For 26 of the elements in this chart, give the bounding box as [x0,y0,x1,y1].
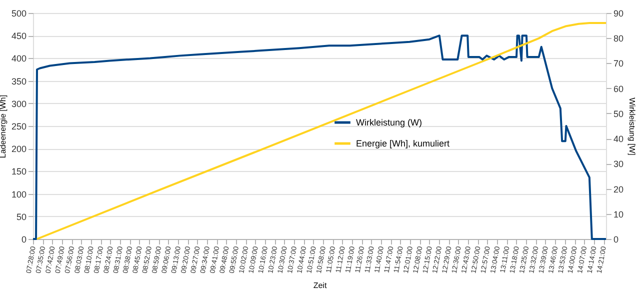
y-tick-label: 200 [11,144,26,154]
y2-tick-label: 0 [614,234,619,244]
y-tick-label: 350 [11,76,26,86]
y-tick-label: 100 [11,189,26,200]
y2-tick-label: 50 [614,108,624,119]
y-tick-label: 300 [11,98,26,109]
y2-tick-label: 40 [614,134,624,144]
y-tick-label: 450 [11,31,26,42]
y-tick-label: 0 [21,234,26,244]
y2-tick-label: 20 [614,184,624,194]
y-tick-label: 400 [11,54,26,64]
y2-tick-label: 70 [614,58,624,69]
y2-tick-label: 10 [614,209,624,220]
legend-label: Energie [Wh], kumuliert [356,138,450,148]
y2-axis-title: Wirkleistung [W] [628,98,637,156]
y-tick-label: 150 [11,166,26,177]
legend-label: Wirkleistung (W) [356,118,422,128]
y-tick-label: 500 [11,8,26,18]
y-tick-label: 50 [16,212,26,222]
y2-tick-label: 30 [614,159,624,170]
x-axis-title: Zeit [313,280,328,290]
y-axis-title: Ladeenergie [Wh] [0,94,8,158]
y2-tick-label: 80 [614,34,624,44]
y2-tick-label: 60 [614,84,624,94]
y2-tick-label: 90 [614,8,624,18]
y-tick-label: 250 [11,122,26,132]
